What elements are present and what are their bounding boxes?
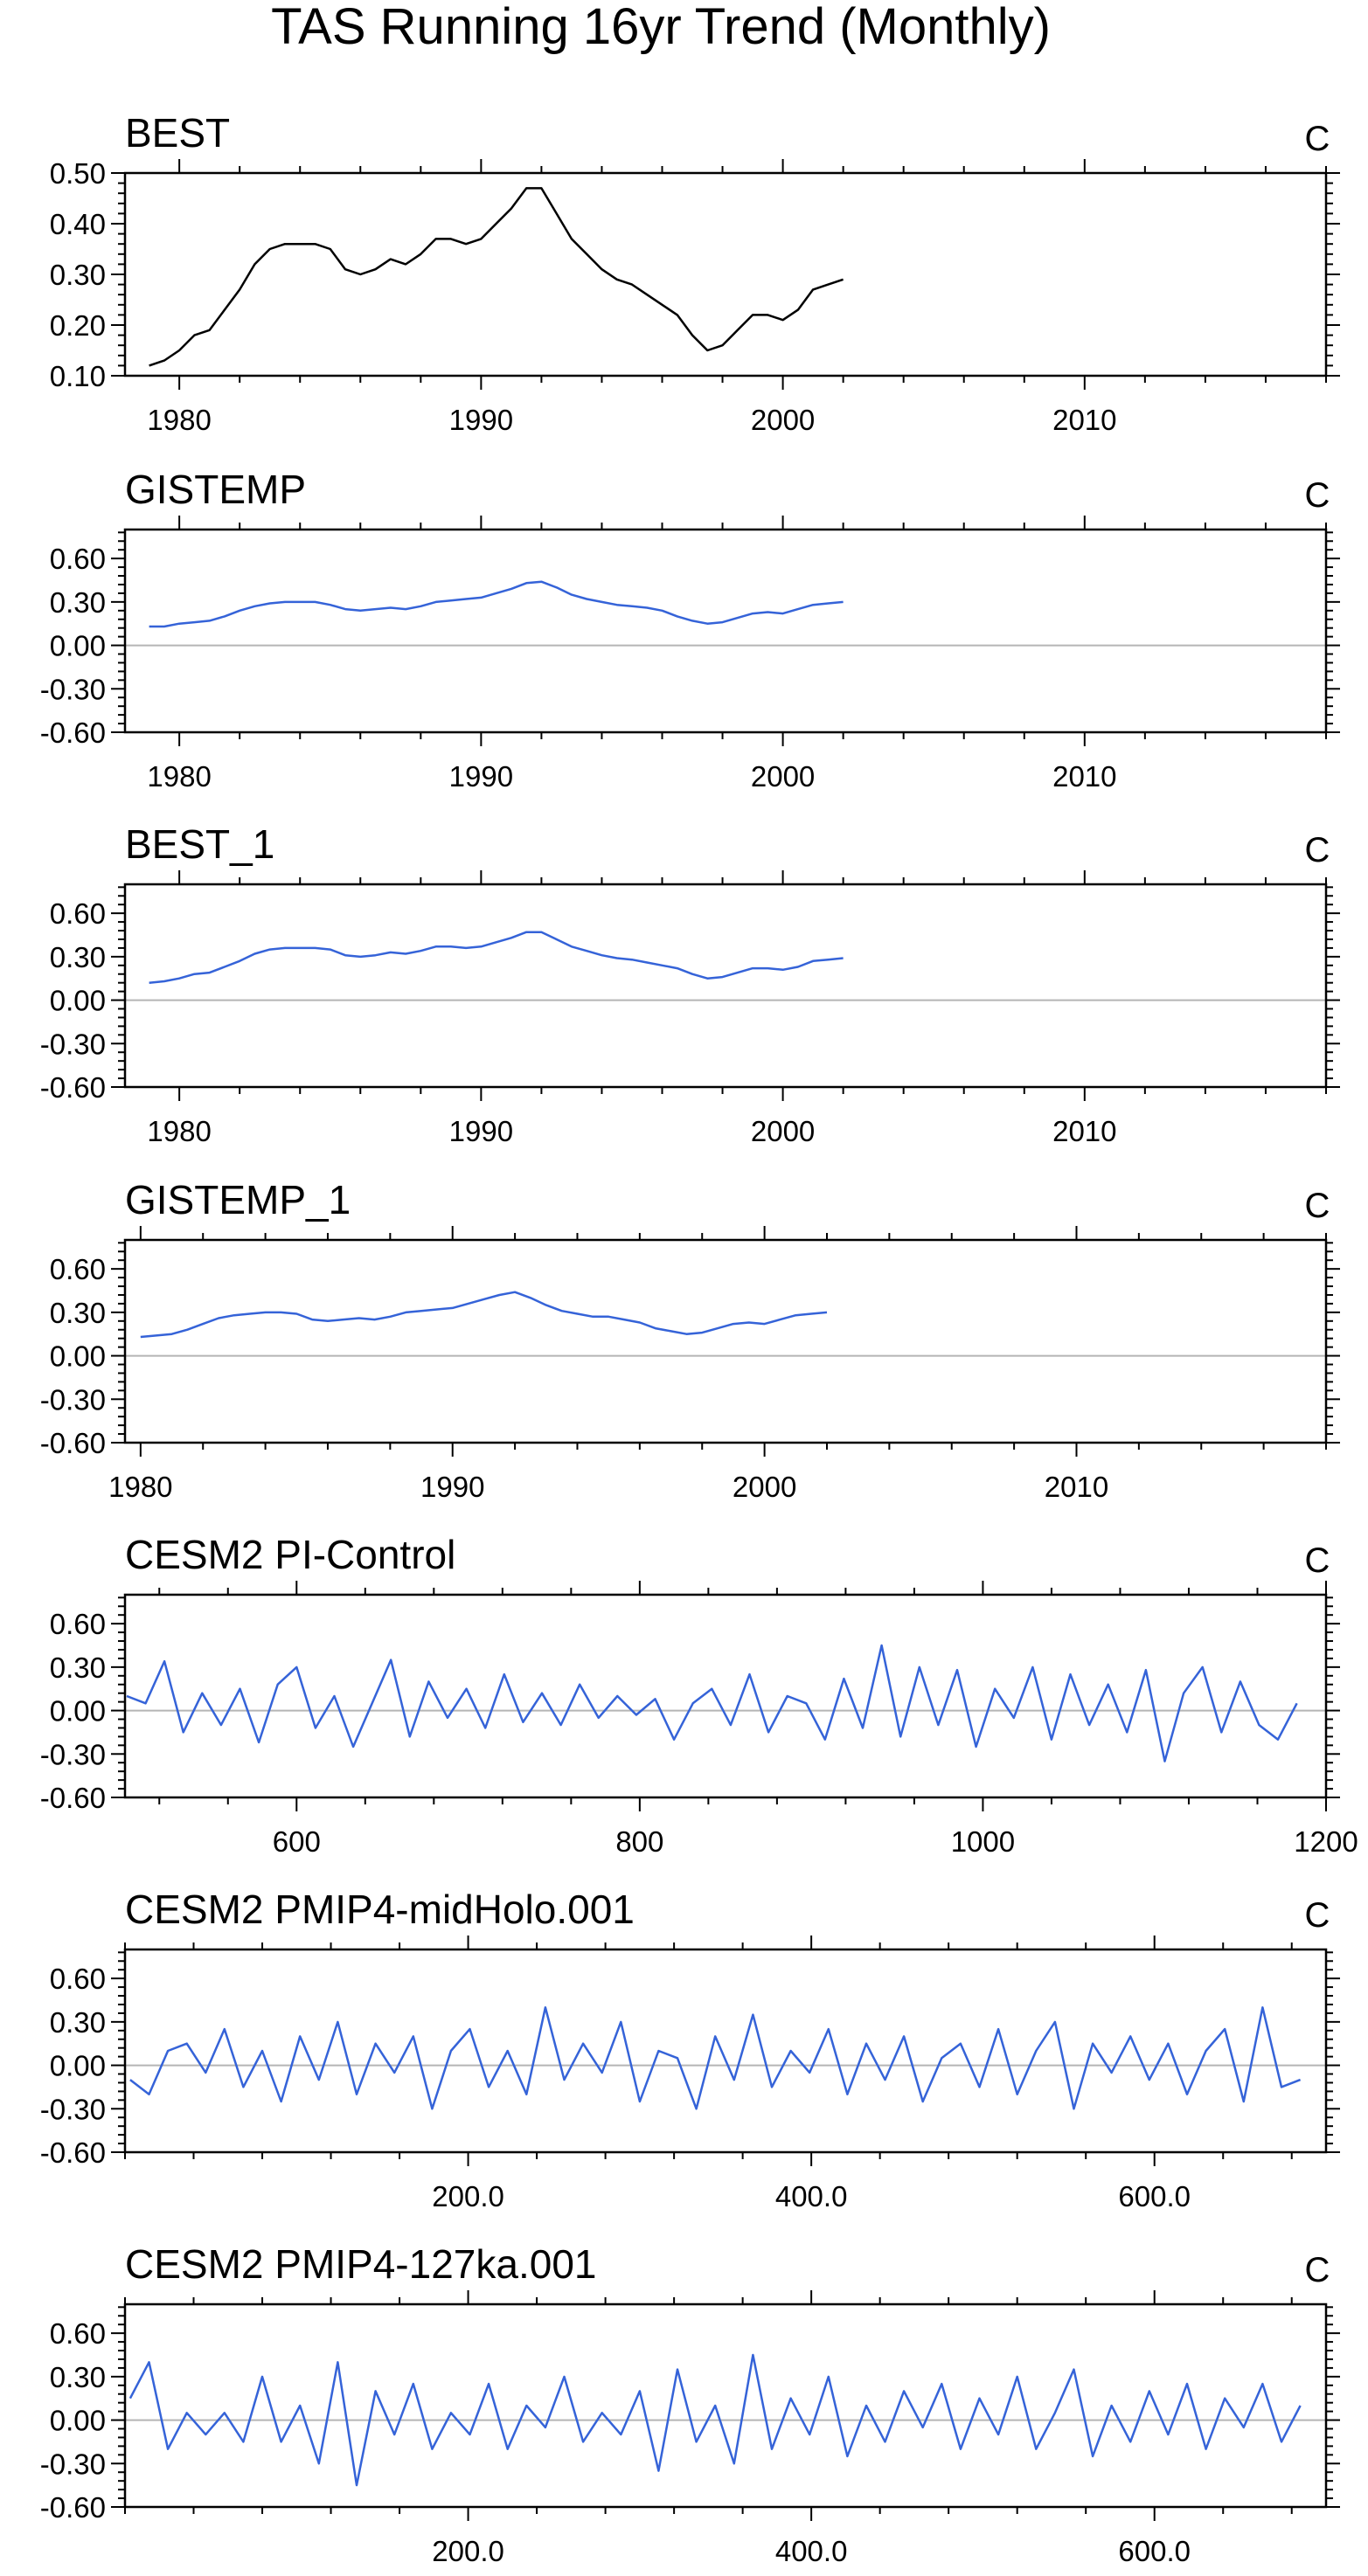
y-tick-label: 0.60	[50, 2317, 106, 2350]
y-tick-label: -0.30	[40, 1738, 106, 1770]
chart-panel-7: CESM2 PMIP4-127ka.001 C -0.60 -0.30 0.00 0.30…	[40, 2241, 1340, 2567]
x-tick-label: 1980	[108, 1471, 172, 1503]
y-tick-label: 0.30	[50, 1652, 106, 1684]
y-tick-label: 0.00	[50, 985, 106, 1017]
y-tick-label: 0.00	[50, 630, 106, 662]
y-tick-label: -0.60	[40, 2136, 106, 2169]
y-tick-label: -0.60	[40, 717, 106, 749]
y-tick-label: 0.00	[50, 1695, 106, 1728]
series-line	[129, 2006, 1302, 2110]
y-tick-label: 0.30	[50, 2361, 106, 2393]
y-tick-label: -0.60	[40, 1427, 106, 1459]
x-tick-label: 600.0	[1118, 2180, 1191, 2212]
series-line	[126, 1644, 1298, 1762]
x-tick-label: 1980	[147, 1115, 211, 1147]
panel-title: BEST_1	[125, 821, 274, 867]
plot-frame	[123, 528, 1328, 734]
unit-label: C	[1305, 2251, 1330, 2289]
x-tick-label: 600	[273, 1825, 321, 1858]
x-tick-label: 1990	[420, 1471, 484, 1503]
x-tick-label: 1980	[147, 760, 211, 793]
y-tick-label: -0.30	[40, 1383, 106, 1416]
x-tick-label: 2010	[1052, 1115, 1116, 1147]
panel-title: GISTEMP	[125, 467, 306, 512]
x-tick-label: 2010	[1052, 760, 1116, 793]
x-tick-label: 2000	[751, 1115, 815, 1147]
y-tick-label: 0.00	[50, 1340, 106, 1373]
plot-frame	[123, 883, 1328, 1089]
y-tick-label: 0.60	[50, 1253, 106, 1285]
y-tick-label: -0.60	[40, 2491, 106, 2524]
y-tick-label: 0.00	[50, 2050, 106, 2082]
y-tick-label: 0.30	[50, 941, 106, 973]
figure-title: TAS Running 16yr Trend (Monthly)	[271, 0, 1051, 55]
x-tick-label: 2010	[1045, 1471, 1108, 1503]
y-tick-label: -0.30	[40, 2093, 106, 2125]
x-tick-label: 400.0	[775, 2535, 848, 2567]
chart-panel-5: CESM2 PI-Control C -0.60 -0.30 0.00 0.30 0.60 6…	[40, 1532, 1358, 1858]
plot-frame	[123, 171, 1328, 377]
y-tick-label: 0.10	[50, 360, 106, 392]
y-tick-label: 0.60	[50, 543, 106, 575]
y-tick-label: 0.30	[50, 1297, 106, 1329]
y-tick-label: -0.30	[40, 673, 106, 705]
y-tick-label: 0.30	[50, 259, 106, 291]
panel-title: BEST	[125, 110, 230, 156]
unit-label: C	[1305, 476, 1330, 515]
y-tick-label: 0.20	[50, 309, 106, 342]
y-tick-label: 0.60	[50, 897, 106, 930]
series-line	[140, 1291, 828, 1339]
plot-frame	[123, 1948, 1328, 2154]
unit-label: C	[1305, 1896, 1330, 1935]
unit-label: C	[1305, 831, 1330, 869]
chart-panel-2: GISTEMP C -0.60 -0.30 0.00 0.30 0.60 1980 1990 20…	[40, 467, 1340, 793]
chart-panel-3: BEST_1 C -0.60 -0.30 0.00 0.30 0.60 1980 1990 200…	[40, 821, 1340, 1147]
x-tick-label: 800	[615, 1825, 663, 1858]
chart-panel-4: GISTEMP_1 C -0.60 -0.30 0.00 0.30 0.60 1980 1990…	[40, 1177, 1340, 1503]
y-tick-label: -0.60	[40, 1782, 106, 1814]
y-tick-label: 0.60	[50, 1963, 106, 1995]
x-tick-label: 1990	[449, 760, 513, 793]
series-line	[149, 187, 844, 367]
plot-frame	[123, 1238, 1328, 1444]
x-tick-label: 1200	[1294, 1825, 1358, 1858]
y-tick-label: 0.00	[50, 2405, 106, 2437]
y-tick-label: 0.40	[50, 208, 106, 240]
y-tick-label: 0.30	[50, 2006, 106, 2039]
panel-title: CESM2 PMIP4-midHolo.001	[125, 1887, 635, 1932]
panel-title: CESM2 PMIP4-127ka.001	[125, 2241, 597, 2287]
x-tick-label: 200.0	[432, 2535, 504, 2567]
chart-panel-1: BEST C 0.10 0.20 0.30 0.40 0.50 1980 1990 2000 201…	[50, 110, 1340, 436]
panel-title: GISTEMP_1	[125, 1177, 351, 1222]
series-line	[149, 580, 844, 628]
x-tick-label: 200.0	[432, 2180, 504, 2212]
y-tick-label: 0.50	[50, 157, 106, 190]
y-tick-label: -0.60	[40, 1071, 106, 1104]
x-tick-label: 1990	[449, 1115, 513, 1147]
x-tick-label: 1000	[951, 1825, 1015, 1858]
plot-frame	[123, 1593, 1328, 1799]
plot-frame	[123, 2302, 1328, 2509]
panels: BEST C 0.10 0.20 0.30 0.40 0.50 1980 1990 2000 201…	[40, 110, 1358, 2567]
series-line	[128, 2353, 1302, 2487]
series-line	[149, 931, 844, 984]
x-tick-label: 2000	[751, 760, 815, 793]
y-tick-label: 0.60	[50, 1608, 106, 1640]
panel-title: CESM2 PI-Control	[125, 1532, 455, 1577]
x-tick-label: 400.0	[775, 2180, 848, 2212]
unit-label: C	[1305, 1187, 1330, 1225]
x-tick-label: 600.0	[1118, 2535, 1191, 2567]
y-tick-label: 0.30	[50, 586, 106, 619]
unit-label: C	[1305, 120, 1330, 158]
x-tick-label: 2000	[751, 404, 815, 436]
y-tick-label: -0.30	[40, 2448, 106, 2480]
chart-panel-6: CESM2 PMIP4-midHolo.001 C -0.60 -0.30 0.00 0.…	[40, 1887, 1340, 2212]
unit-label: C	[1305, 1541, 1330, 1580]
x-tick-label: 2000	[733, 1471, 796, 1503]
x-tick-label: 1980	[147, 404, 211, 436]
x-tick-label: 1990	[449, 404, 513, 436]
x-tick-label: 2010	[1052, 404, 1116, 436]
y-tick-label: -0.30	[40, 1028, 106, 1060]
